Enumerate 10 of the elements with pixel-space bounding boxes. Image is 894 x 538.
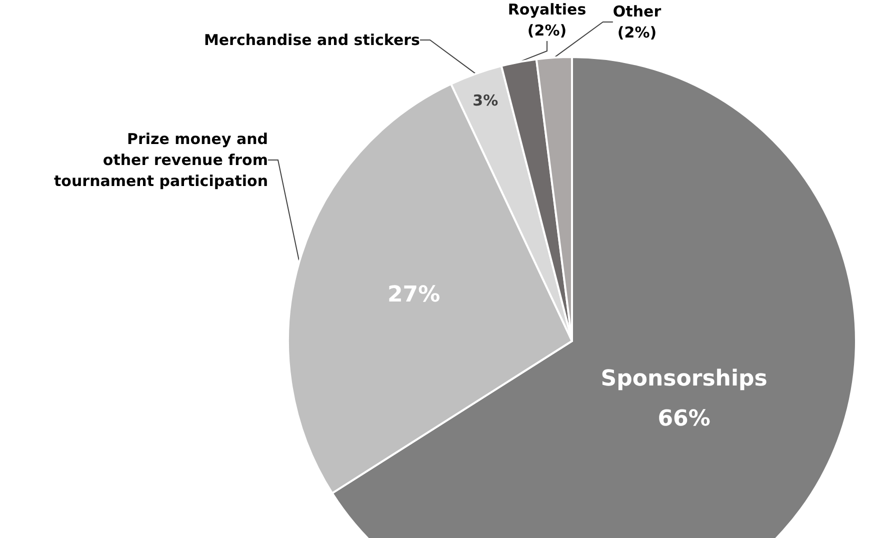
slice-label: Prize money and other revenue from tournament participation xyxy=(54,130,268,190)
slice-label: Royalties xyxy=(508,0,586,18)
data-label: 66% xyxy=(658,406,710,432)
data-label: (2%) xyxy=(527,22,567,40)
slice-label: Sponsorships xyxy=(600,366,768,392)
data-label: 27% xyxy=(387,282,440,308)
slice-label: Merchandise and stickers xyxy=(204,31,420,49)
data-label: (2%) xyxy=(617,24,657,42)
slice-label: Other xyxy=(612,2,662,20)
data-label: 3% xyxy=(472,92,498,110)
